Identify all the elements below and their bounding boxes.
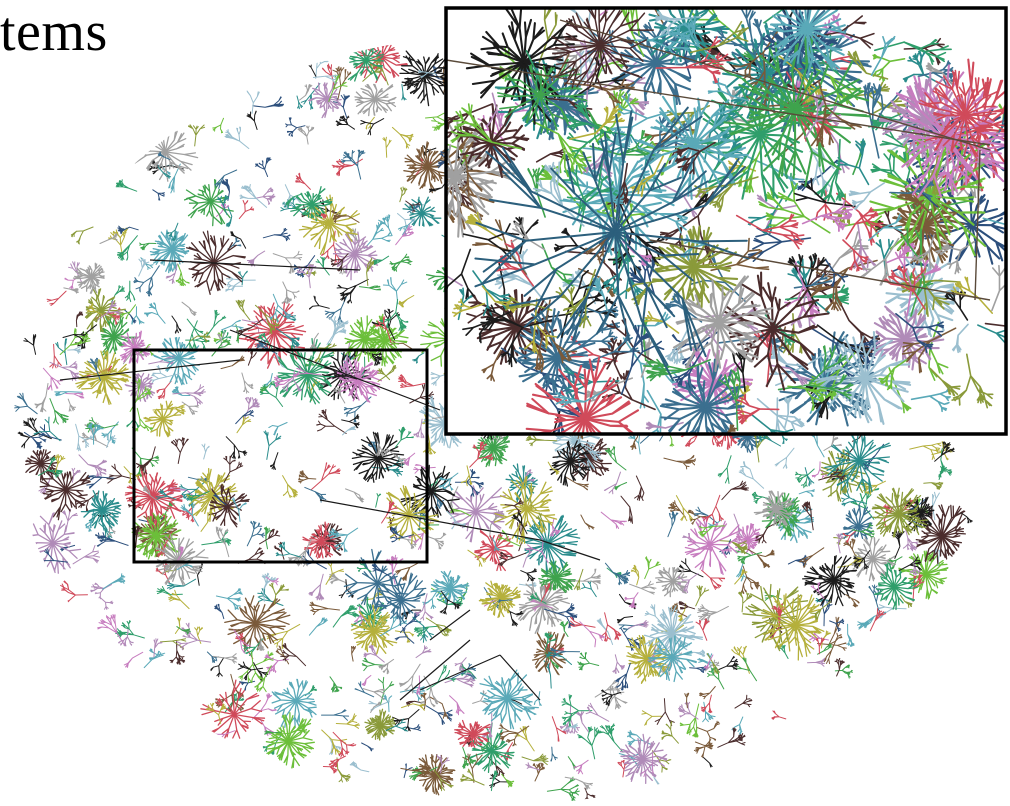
caption-text: tems (0, 1, 108, 63)
zoom-region-box (132, 348, 429, 564)
long-edges (59, 259, 601, 701)
zoom-inset (444, 6, 1008, 436)
